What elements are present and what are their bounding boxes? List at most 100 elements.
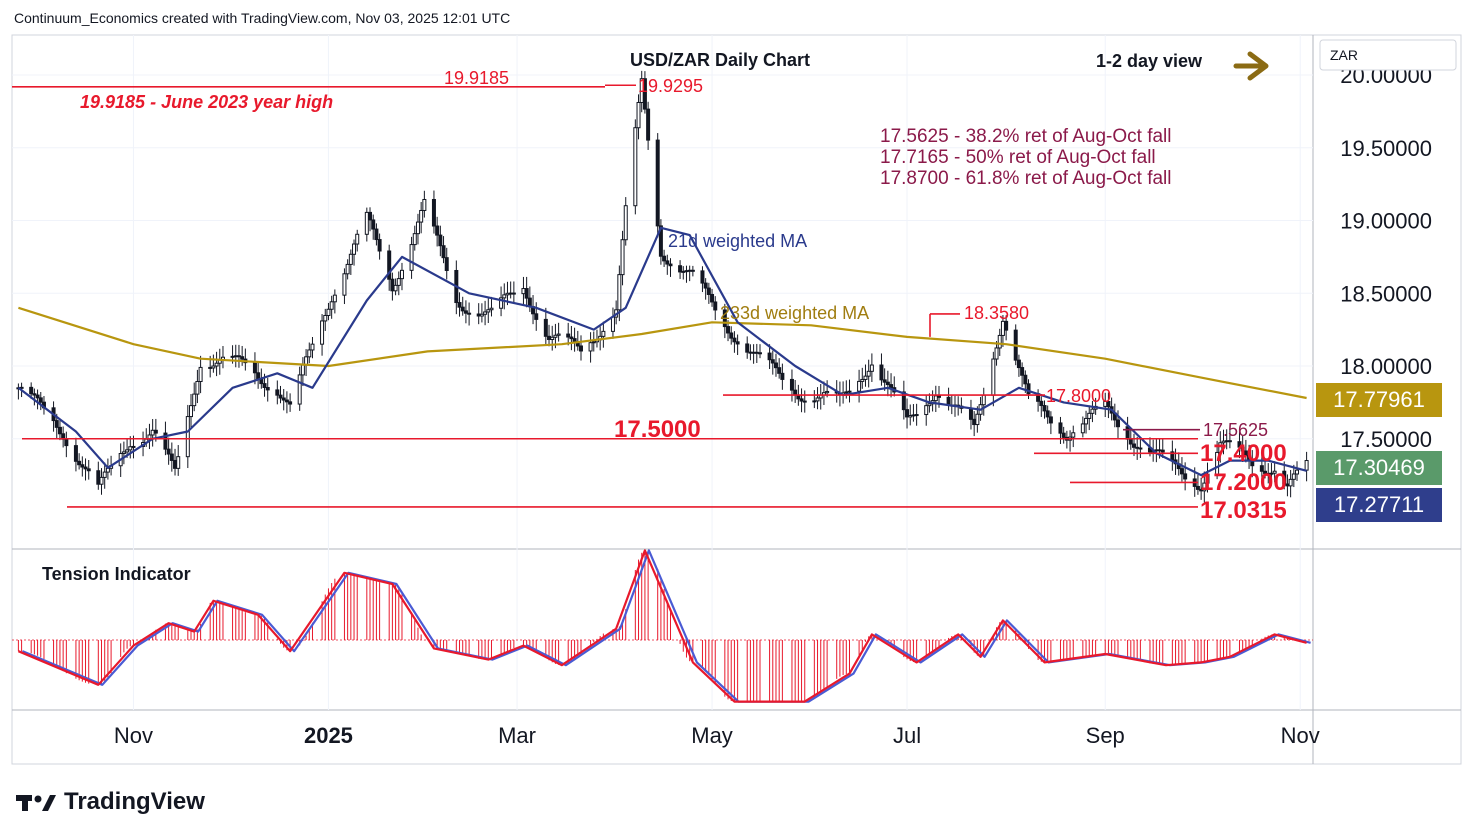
- candle-body: [735, 341, 740, 345]
- x-tick-label: Mar: [498, 723, 536, 748]
- candle-body: [732, 337, 737, 343]
- candle-body: [757, 352, 762, 355]
- candle-body: [1205, 473, 1210, 484]
- price-label: 17.30469: [1333, 455, 1425, 480]
- candle-body: [1004, 320, 1009, 331]
- candle-body: [236, 355, 241, 358]
- candle-body: [125, 449, 130, 453]
- candle-body: [86, 468, 91, 472]
- candle-body: [681, 270, 686, 273]
- level-label-17.5625: 17.5625: [1203, 420, 1268, 440]
- x-tick-label: Jul: [893, 723, 921, 748]
- candle-body: [32, 393, 37, 396]
- candle-body: [700, 270, 705, 284]
- retracement-note: 17.7165 - 50% ret of Aug-Oct fall: [880, 147, 1156, 168]
- candle-body: [706, 287, 711, 295]
- candle-body: [620, 239, 625, 276]
- retracement-note: 17.8700 - 61.8% ret of Aug-Oct fall: [880, 168, 1172, 189]
- candle-body: [262, 383, 267, 389]
- ma-21-label: 21d weighted MA: [668, 231, 807, 251]
- candle-body: [438, 234, 443, 247]
- candle-body: [467, 312, 472, 315]
- candle-body: [646, 108, 651, 141]
- candle-body: [812, 400, 817, 403]
- candle-body: [415, 221, 420, 235]
- candle-body: [1218, 442, 1223, 453]
- candle-body: [655, 139, 660, 227]
- candle-body: [368, 211, 373, 221]
- candle-body: [387, 250, 392, 280]
- candle-body: [914, 414, 919, 417]
- tension-label: Tension Indicator: [42, 564, 191, 584]
- candle-body: [1215, 451, 1220, 475]
- candle-body: [569, 336, 574, 340]
- candle-body: [642, 78, 647, 110]
- view-label: 1-2 day view: [1096, 51, 1203, 71]
- candle-body: [633, 127, 638, 207]
- candle-body: [751, 351, 756, 354]
- candle-body: [1263, 470, 1268, 474]
- candle-body: [57, 426, 62, 435]
- x-tick-label: Nov: [114, 723, 153, 748]
- candle-body: [1237, 441, 1242, 448]
- candle-body: [658, 225, 663, 257]
- candle-body: [662, 255, 667, 262]
- candle-body: [377, 239, 382, 252]
- ma-21-line: [17, 226, 1307, 477]
- price-label-box: [1316, 383, 1442, 417]
- candle-body: [857, 380, 862, 392]
- tradingview-logo-icon: [16, 795, 56, 811]
- candle-body: [463, 310, 468, 314]
- candle-body: [547, 335, 552, 340]
- price-label: 17.27711: [1334, 492, 1424, 517]
- candle-body: [1071, 432, 1076, 438]
- candle-body: [348, 253, 353, 265]
- candle-body: [780, 372, 785, 380]
- candle-body: [885, 381, 890, 386]
- candle-body: [1269, 472, 1274, 475]
- candle-body: [1288, 478, 1293, 487]
- candle-body: [83, 466, 88, 470]
- y-tick-label: 18.50000: [1340, 281, 1432, 306]
- candle-body: [345, 263, 350, 275]
- candle-body: [1061, 432, 1066, 438]
- candle-body: [975, 413, 980, 426]
- candle-body: [281, 397, 286, 401]
- candle-body: [687, 269, 692, 272]
- candle-body: [489, 307, 494, 311]
- candle-body: [300, 364, 305, 376]
- candle-body: [29, 386, 34, 395]
- candle-body: [195, 381, 200, 395]
- level-label-17.8000: 17.8000: [1046, 386, 1111, 406]
- candle-body: [911, 414, 916, 417]
- candle-body: [499, 297, 504, 309]
- candle-body: [483, 311, 488, 315]
- candle-body: [1295, 469, 1300, 475]
- candle-body: [729, 332, 734, 339]
- candle-body: [1131, 443, 1136, 448]
- candle-body: [556, 333, 561, 336]
- candle-body: [1080, 423, 1085, 434]
- price-label: 17.77961: [1333, 387, 1425, 412]
- candle-body: [1039, 400, 1044, 407]
- candle-body: [284, 399, 289, 403]
- candle-body: [192, 393, 197, 407]
- candle-body: [457, 302, 462, 308]
- candle-body: [1157, 449, 1162, 452]
- candle-body: [844, 391, 849, 394]
- candle-body: [1291, 473, 1296, 480]
- candle-body: [399, 269, 404, 280]
- candle-body: [326, 308, 331, 316]
- candle-body: [288, 401, 293, 405]
- candle-body: [1087, 412, 1092, 419]
- level-label-17.2000: 17.2000: [1200, 469, 1287, 496]
- candle-body: [1138, 447, 1143, 450]
- candle-body: [412, 233, 417, 246]
- candle-body: [521, 288, 526, 295]
- candle-body: [1042, 405, 1047, 412]
- candle-body: [1045, 410, 1050, 418]
- candle-body: [1048, 416, 1053, 424]
- candle-body: [1179, 468, 1184, 475]
- candle-body: [80, 464, 85, 468]
